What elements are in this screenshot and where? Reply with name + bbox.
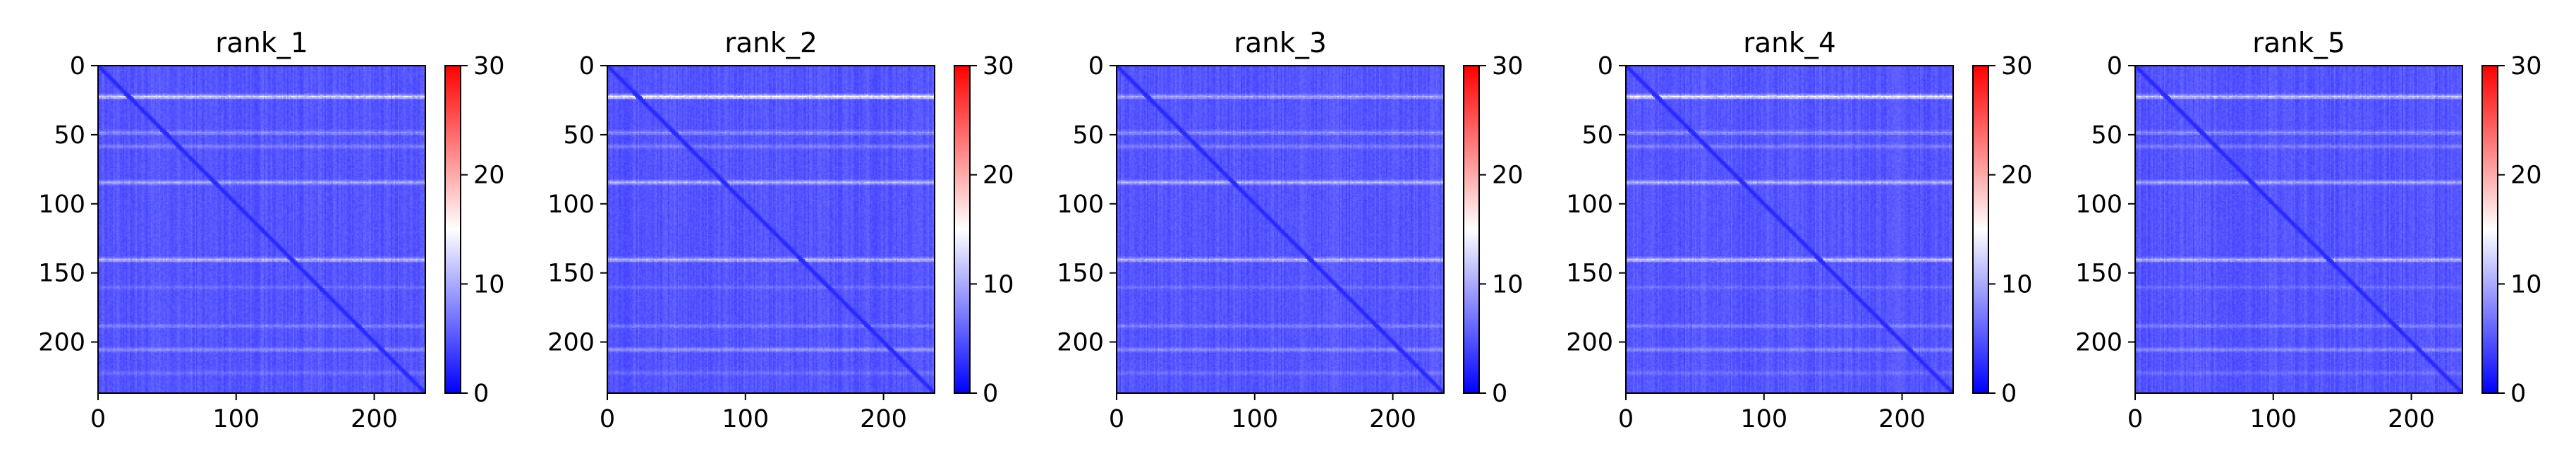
y-tick-label: 0 — [1598, 52, 1613, 80]
y-tick-label: 150 — [2075, 260, 2122, 288]
colorbar — [954, 66, 970, 393]
y-tick-label: 0 — [1088, 52, 1104, 80]
colorbar-tick-label: 10 — [1492, 270, 1524, 299]
colorbar-frame — [1463, 65, 1480, 394]
y-tick-label: 100 — [1566, 191, 1613, 219]
colorbar-tick-label: 0 — [1492, 380, 1507, 408]
axes-frame — [1625, 65, 1954, 394]
heatmap-panel-rank_3: rank_3 0 100 200 0 50 100 150 200 0 10 20 30 — [1057, 28, 1523, 433]
colorbar-tick-label: 30 — [473, 52, 505, 80]
y-tick-label: 200 — [1566, 329, 1613, 357]
x-tick-label: 200 — [2388, 405, 2435, 433]
colorbar-tick-label: 0 — [983, 380, 998, 408]
panel-title: rank_1 — [215, 28, 308, 59]
colorbar — [445, 66, 461, 393]
y-tick-label: 100 — [547, 191, 595, 219]
colorbar-tick-label: 10 — [2001, 270, 2033, 299]
colorbar-tick-label: 10 — [473, 270, 505, 299]
axes-frame — [97, 65, 426, 394]
panel-title: rank_5 — [2252, 28, 2345, 59]
colorbar-tick-label: 0 — [2001, 380, 2017, 408]
colorbar — [1464, 66, 1479, 393]
panel-title: rank_4 — [1743, 28, 1836, 59]
heatmap-panel-rank_2: rank_2 0 100 200 0 50 100 150 200 0 10 20 30 — [547, 28, 1014, 433]
y-tick-label: 0 — [579, 52, 595, 80]
y-tick-label: 0 — [70, 52, 85, 80]
y-tick-label: 100 — [38, 191, 85, 219]
y-tick-label: 100 — [2075, 191, 2122, 219]
heatmap-cells — [2135, 66, 2462, 393]
x-tick-label: 100 — [212, 405, 260, 433]
y-tick-label: 0 — [2107, 52, 2122, 80]
colorbar-tick-label: 10 — [2510, 270, 2542, 299]
heatmap-cells — [607, 66, 935, 393]
colorbar-frame — [2481, 65, 2498, 394]
heatmap-cells — [1117, 66, 1444, 393]
y-tick-label: 200 — [38, 329, 85, 357]
colorbar-tick-label: 30 — [2510, 52, 2542, 80]
x-tick-label: 0 — [600, 405, 615, 433]
y-tick-label: 50 — [1072, 121, 1104, 150]
colorbar-tick-label: 0 — [2510, 380, 2526, 408]
y-tick-label: 100 — [1057, 191, 1104, 219]
x-tick-label: 200 — [1369, 405, 1416, 433]
y-tick-label: 150 — [547, 260, 595, 288]
heatmap-panel-rank_5: rank_5 0 100 200 0 50 100 150 200 0 10 20 30 — [2075, 28, 2541, 433]
colorbar-tick-label: 30 — [1492, 52, 1524, 80]
axes-frame — [2134, 65, 2463, 394]
colorbar-tick-label: 20 — [473, 162, 505, 190]
x-tick-label: 0 — [2127, 405, 2143, 433]
colorbar-frame — [444, 65, 461, 394]
y-tick-label: 200 — [2075, 329, 2122, 357]
heatmap-panel-rank_1: rank_1 0 100 200 0 50 100 150 200 0 10 20 30 — [38, 28, 504, 433]
y-tick-label: 50 — [1581, 121, 1613, 150]
colorbar — [2482, 66, 2498, 393]
x-tick-label: 100 — [1231, 405, 1278, 433]
y-tick-label: 150 — [1566, 260, 1613, 288]
y-tick-label: 200 — [547, 329, 595, 357]
x-tick-label: 100 — [1740, 405, 1787, 433]
colorbar-frame — [954, 65, 971, 394]
colorbar — [1973, 66, 1988, 393]
x-tick-label: 100 — [2249, 405, 2297, 433]
y-tick-label: 50 — [54, 121, 85, 150]
colorbar-tick-label: 20 — [983, 162, 1014, 190]
colorbar-tick-label: 20 — [2001, 162, 2033, 190]
colorbar-tick-label: 10 — [983, 270, 1014, 299]
heatmap-panel-rank_4: rank_4 0 100 200 0 50 100 150 200 0 10 20 30 — [1566, 28, 2032, 433]
x-tick-label: 200 — [1878, 405, 1926, 433]
heatmap-cells — [1626, 66, 1953, 393]
x-tick-label: 100 — [722, 405, 769, 433]
panel-title: rank_2 — [724, 28, 818, 59]
colorbar-tick-label: 20 — [1492, 162, 1524, 190]
heatmap-cells — [98, 66, 425, 393]
y-tick-label: 50 — [563, 121, 595, 150]
y-tick-label: 50 — [2091, 121, 2122, 150]
colorbar-tick-label: 30 — [2001, 52, 2033, 80]
panel-title: rank_3 — [1234, 28, 1327, 59]
x-tick-label: 200 — [860, 405, 907, 433]
axes-frame — [607, 65, 935, 394]
x-tick-label: 0 — [1109, 405, 1124, 433]
colorbar-tick-label: 30 — [983, 52, 1014, 80]
y-tick-label: 150 — [38, 260, 85, 288]
colorbar-frame — [1972, 65, 1989, 394]
x-tick-label: 200 — [351, 405, 398, 433]
y-tick-label: 200 — [1057, 329, 1104, 357]
y-tick-label: 150 — [1057, 260, 1104, 288]
colorbar-tick-label: 20 — [2510, 162, 2542, 190]
x-tick-label: 0 — [90, 405, 106, 433]
colorbar-tick-label: 0 — [473, 380, 489, 408]
x-tick-label: 0 — [1618, 405, 1634, 433]
axes-frame — [1116, 65, 1445, 394]
